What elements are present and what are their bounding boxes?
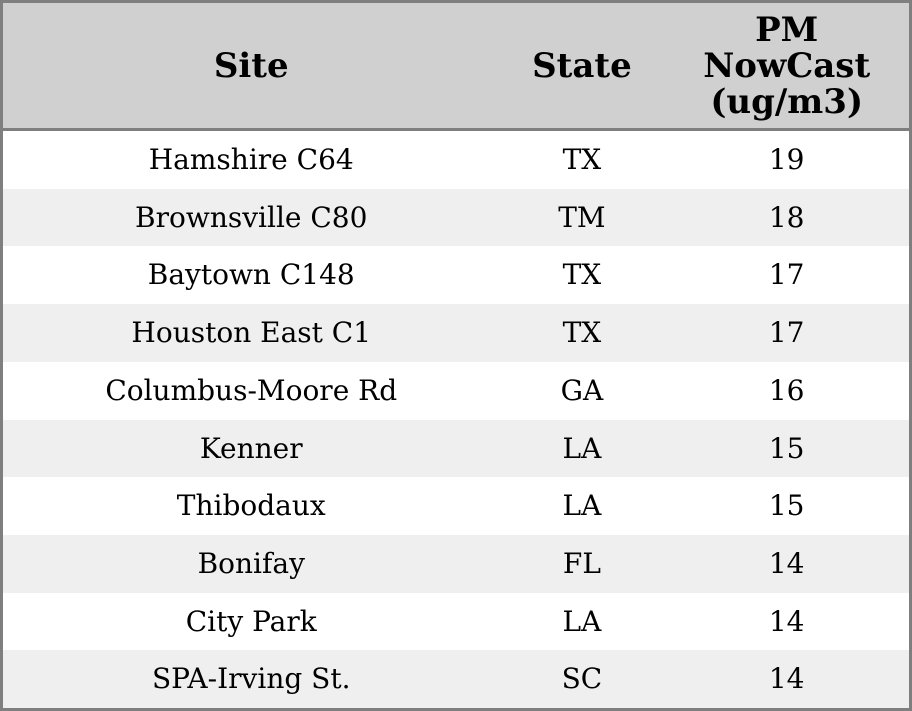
table-row: City Park LA 14	[3, 592, 909, 651]
column-header-pm-nowcast: PM NowCast (ug/m3)	[703, 9, 871, 122]
pm-cell: 14	[768, 546, 805, 580]
site-cell: SPA-Irving St.	[151, 662, 351, 696]
site-cell: Columbus-Moore Rd	[105, 373, 398, 407]
table-header-row: Site State PM NowCast (ug/m3)	[3, 3, 909, 131]
column-header-state: State	[532, 45, 632, 86]
state-cell: TX	[562, 143, 602, 177]
site-cell: Thibodaux	[176, 489, 326, 523]
pm-cell: 16	[768, 373, 805, 407]
site-cell: Hamshire C64	[148, 143, 354, 177]
table-row: Thibodaux LA 15	[3, 477, 909, 535]
state-cell: GA	[560, 373, 604, 407]
pm-cell: 14	[768, 604, 805, 638]
site-cell: Brownsville C80	[135, 200, 368, 234]
pm-cell: 17	[768, 258, 805, 292]
state-cell: TX	[562, 316, 602, 350]
table-row: Bonifay FL 14	[3, 534, 909, 593]
state-cell: TX	[562, 258, 602, 292]
site-cell: City Park	[185, 604, 317, 638]
table-row: Baytown C148 TX 17	[3, 246, 909, 305]
state-cell: TM	[558, 200, 606, 234]
table-row: SPA-Irving St. SC 14	[3, 650, 909, 709]
pm-cell: 14	[768, 662, 805, 696]
table-row: Houston East C1 TX 17	[3, 304, 909, 362]
site-cell: Baytown C148	[147, 258, 355, 292]
pm-cell: 19	[768, 143, 805, 177]
column-header-site: Site	[213, 45, 289, 86]
table-row: Columbus-Moore Rd GA 16	[3, 361, 909, 420]
site-cell: Kenner	[199, 431, 303, 465]
table-row: Hamshire C64 TX 19	[3, 131, 909, 189]
site-cell: Houston East C1	[131, 316, 372, 350]
table-row: Brownsville C80 TM 18	[3, 188, 909, 247]
state-cell: LA	[562, 489, 602, 523]
pm-cell: 17	[768, 316, 805, 350]
pm-cell: 15	[768, 431, 805, 465]
state-cell: LA	[562, 431, 602, 465]
pm-cell: 18	[768, 200, 805, 234]
site-cell: Bonifay	[197, 546, 305, 580]
state-cell: SC	[561, 662, 603, 696]
state-cell: LA	[562, 604, 602, 638]
state-cell: FL	[562, 546, 601, 580]
table-row: Kenner LA 15	[3, 419, 909, 478]
pm-cell: 15	[768, 489, 805, 523]
